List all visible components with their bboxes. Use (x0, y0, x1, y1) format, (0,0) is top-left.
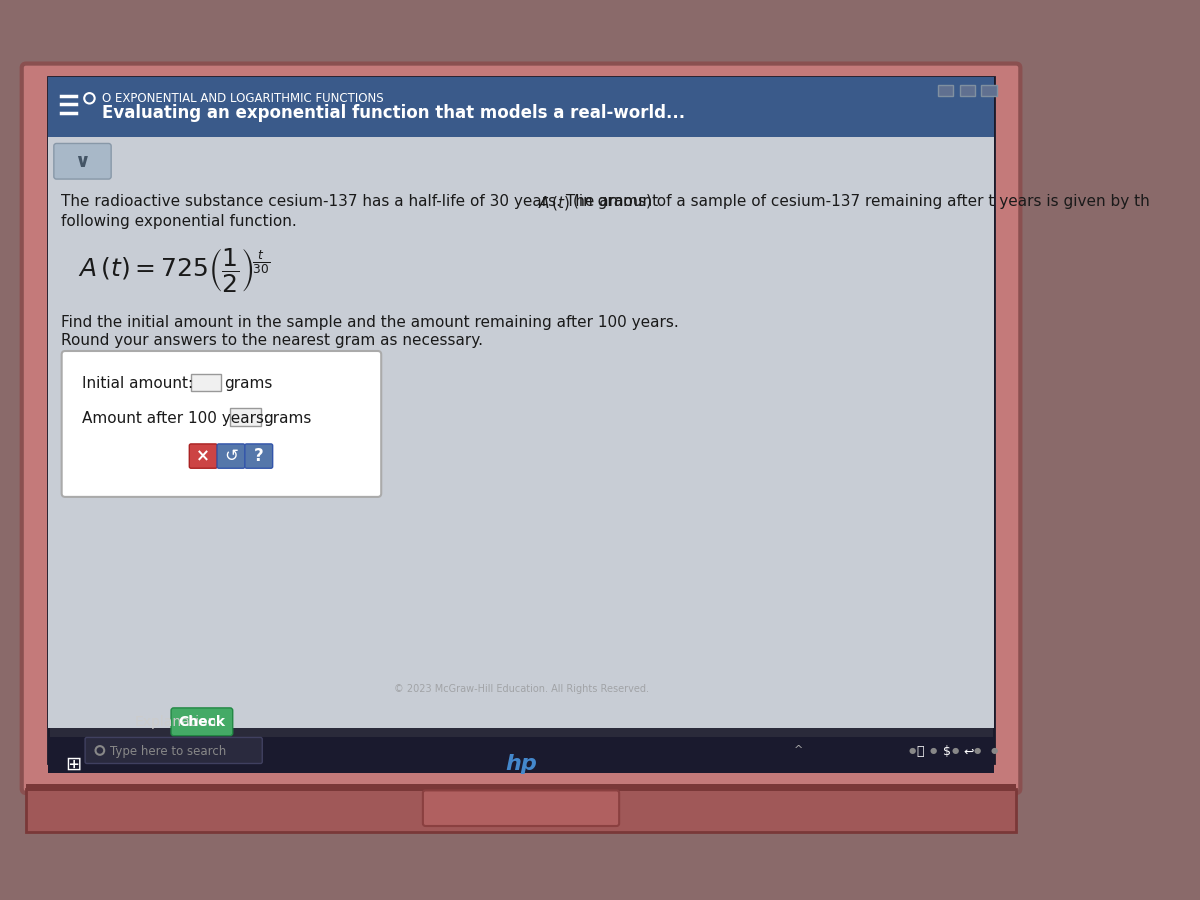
FancyBboxPatch shape (54, 143, 112, 179)
Text: ⊞: ⊞ (65, 755, 82, 774)
Bar (938, 86, 954, 95)
FancyBboxPatch shape (245, 444, 272, 468)
Text: following exponential function.: following exponential function. (61, 214, 296, 229)
Text: Explanation: Explanation (134, 715, 217, 729)
Text: ●: ● (930, 746, 937, 755)
Bar (191, 374, 222, 391)
Text: Evaluating an exponential function that models a real-world...: Evaluating an exponential function that … (102, 104, 685, 122)
Text: ×: × (197, 447, 210, 465)
Text: (in grams) of a sample of cesium-137 remaining after t years is given by th: (in grams) of a sample of cesium-137 rem… (574, 194, 1150, 209)
Text: hp: hp (505, 754, 536, 774)
Text: © 2023 McGraw-Hill Education. All Rights Reserved.: © 2023 McGraw-Hill Education. All Rights… (394, 685, 648, 695)
Text: $A\,(t)$: $A\,(t)$ (539, 194, 571, 212)
Text: ∨: ∨ (74, 152, 90, 171)
Bar (48, 138, 995, 728)
Text: ●: ● (973, 746, 980, 755)
Text: grams: grams (224, 376, 272, 392)
Bar (48, 76, 995, 138)
Text: ?: ? (254, 447, 264, 465)
Bar (48, 736, 995, 773)
Text: ●: ● (908, 746, 916, 755)
Bar (48, 76, 995, 762)
FancyBboxPatch shape (172, 708, 233, 735)
Text: Amount after 100 years:: Amount after 100 years: (83, 411, 270, 426)
Text: $A\,(t) = 725\left(\dfrac{1}{2}\right)^{\!\frac{t}{30}}$: $A\,(t) = 725\left(\dfrac{1}{2}\right)^{… (78, 246, 270, 294)
Text: grams: grams (263, 411, 312, 426)
Bar (26, 784, 1016, 791)
Text: Find the initial amount in the sample and the amount remaining after 100 years.: Find the initial amount in the sample an… (61, 315, 678, 330)
Text: Round your answers to the nearest gram as necessary.: Round your answers to the nearest gram a… (61, 333, 482, 347)
FancyBboxPatch shape (22, 64, 1020, 793)
Bar (230, 409, 260, 426)
Text: 🔊: 🔊 (917, 745, 924, 758)
Text: $: $ (942, 745, 950, 758)
FancyBboxPatch shape (85, 737, 263, 763)
FancyBboxPatch shape (61, 351, 382, 497)
FancyBboxPatch shape (422, 790, 619, 826)
Bar (960, 86, 976, 95)
Bar (982, 86, 997, 95)
Text: Check: Check (178, 715, 224, 729)
FancyBboxPatch shape (217, 444, 245, 468)
Text: Initial amount:: Initial amount: (83, 376, 193, 392)
Text: Type here to search: Type here to search (110, 745, 227, 758)
Text: ●: ● (991, 746, 998, 755)
Text: ↩: ↩ (962, 745, 973, 758)
Text: ●: ● (952, 746, 959, 755)
FancyBboxPatch shape (190, 444, 217, 468)
Text: ^: ^ (794, 745, 804, 755)
Text: The radioactive substance cesium-137 has a half-life of 30 years. The amount: The radioactive substance cesium-137 has… (61, 194, 662, 209)
Text: ↺: ↺ (224, 447, 238, 465)
Bar (26, 788, 1016, 832)
Text: O EXPONENTIAL AND LOGARITHMIC FUNCTIONS: O EXPONENTIAL AND LOGARITHMIC FUNCTIONS (102, 92, 384, 105)
